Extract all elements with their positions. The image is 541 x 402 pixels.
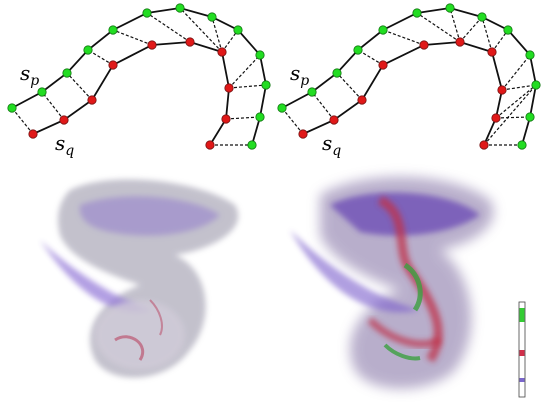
node-q bbox=[206, 141, 214, 149]
correspondence bbox=[502, 55, 530, 90]
node-p bbox=[333, 69, 341, 77]
node-p bbox=[143, 9, 151, 17]
node-p bbox=[308, 88, 316, 96]
node-p bbox=[526, 113, 534, 121]
node-p bbox=[8, 104, 16, 112]
node-p bbox=[109, 26, 117, 34]
curve-q bbox=[33, 42, 229, 145]
node-q bbox=[358, 96, 366, 104]
node-q bbox=[456, 38, 464, 46]
label-sq: sq bbox=[322, 131, 341, 159]
figure: sp sq sp sq bbox=[0, 0, 541, 402]
node-q bbox=[60, 116, 68, 124]
correspondence bbox=[147, 13, 190, 42]
node-p bbox=[38, 88, 46, 96]
correspondence bbox=[417, 13, 460, 42]
node-p bbox=[208, 13, 216, 21]
node-q bbox=[29, 130, 37, 138]
node-q bbox=[330, 116, 338, 124]
node-q bbox=[480, 141, 488, 149]
correspondence bbox=[337, 73, 362, 100]
label-sp: sp bbox=[290, 61, 309, 89]
label-sq: sq bbox=[55, 131, 74, 159]
correspondence bbox=[496, 117, 530, 118]
label-sp: sp bbox=[20, 61, 39, 89]
correspondence bbox=[312, 92, 334, 120]
node-q bbox=[498, 86, 506, 94]
curve-p bbox=[12, 8, 266, 145]
node-p bbox=[518, 141, 526, 149]
volume-render-left bbox=[40, 179, 238, 377]
node-p bbox=[278, 104, 286, 112]
correspondence bbox=[12, 108, 33, 134]
correspondence bbox=[67, 73, 92, 100]
node-q bbox=[420, 41, 428, 49]
node-q bbox=[488, 48, 496, 56]
node-q bbox=[492, 114, 500, 122]
correspondence bbox=[450, 8, 460, 42]
correspondence bbox=[460, 17, 482, 42]
node-p bbox=[446, 4, 454, 12]
volume-render-right bbox=[290, 177, 494, 389]
correspondence bbox=[113, 30, 152, 45]
node-p bbox=[413, 9, 421, 17]
node-q bbox=[186, 38, 194, 46]
correspondence bbox=[229, 55, 260, 88]
node-p bbox=[526, 51, 534, 59]
correspondence-diagrams bbox=[8, 4, 540, 149]
correspondence bbox=[42, 92, 64, 120]
node-p bbox=[256, 51, 264, 59]
correspondence bbox=[282, 108, 303, 134]
node-p bbox=[176, 4, 184, 12]
correspondence bbox=[226, 117, 260, 119]
node-p bbox=[234, 26, 242, 34]
node-p bbox=[84, 46, 92, 54]
node-q bbox=[225, 84, 233, 92]
node-p bbox=[532, 81, 540, 89]
curve-q bbox=[303, 42, 502, 145]
node-p bbox=[354, 46, 362, 54]
node-p bbox=[262, 81, 270, 89]
node-q bbox=[379, 61, 387, 69]
node-q bbox=[148, 41, 156, 49]
correspondence bbox=[229, 85, 266, 88]
node-p bbox=[248, 141, 256, 149]
node-q bbox=[88, 96, 96, 104]
node-p bbox=[63, 69, 71, 77]
correspondence bbox=[383, 30, 424, 45]
node-p bbox=[504, 26, 512, 34]
node-q bbox=[299, 130, 307, 138]
colorbar bbox=[519, 302, 525, 397]
node-p bbox=[256, 113, 264, 121]
node-q bbox=[109, 61, 117, 69]
node-q bbox=[218, 48, 226, 56]
node-p bbox=[379, 26, 387, 34]
node-q bbox=[222, 115, 230, 123]
node-p bbox=[478, 13, 486, 21]
